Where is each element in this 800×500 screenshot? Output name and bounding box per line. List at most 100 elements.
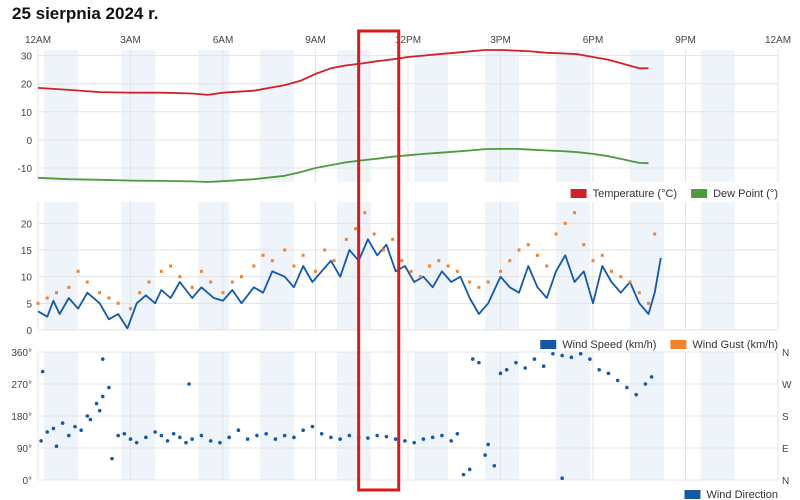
night-band [337,202,371,330]
y-tick-label: -10 [18,164,33,175]
wind-direction-point [319,431,324,436]
night-band [485,202,519,330]
wind-gust-point [477,285,481,289]
wind-gust-point [129,307,132,311]
wind-gust-point [637,291,641,295]
wind-direction-point [227,435,231,440]
wind-direction-point [40,369,45,374]
wind-direction-point [67,433,71,438]
wind-direction-point [236,428,241,433]
wind-gust-point [199,269,203,273]
y-tick-label: 10 [21,273,33,284]
wind-direction-point [51,426,56,431]
wind-gust-point [628,280,632,284]
right-tick-label: W [782,380,792,391]
wind-gust-point [45,296,49,300]
wind-direction-point [643,382,648,386]
wind-gust-point [610,269,613,273]
wind-gust-point [591,259,595,263]
time-tick-label: 6PM [583,35,604,46]
wind-gust-point [486,280,490,284]
wind-direction-point [597,367,601,372]
wind-direction-point [329,435,333,440]
wind-direction-point [153,430,157,434]
highlight-box [357,29,401,492]
wind-direction-point [578,351,583,356]
wind-direction-point [301,428,305,433]
y-tick-label: 0° [22,476,32,487]
night-band [121,202,156,330]
wind-direction-point [477,360,481,365]
wind-gust-point [230,280,234,284]
night-band [700,50,735,182]
y-tick-label: 90° [17,444,32,455]
time-tick-label: 12AM [25,35,51,46]
wind-direction-point [393,437,398,441]
wind-gust-point [409,269,413,273]
wind-gust-point [283,248,287,252]
wind-direction-point [551,351,555,356]
wind-gust-point [169,264,173,268]
wind-direction-point [273,437,278,441]
wind-direction-point [455,431,460,436]
wind-direction-point [97,408,102,413]
wind-direction-point [347,433,352,438]
y-tick-label: 20 [21,219,33,230]
time-tick-label: 9AM [305,35,326,46]
wind-direction-point [470,357,475,361]
wind-gust-point [107,296,111,300]
wind-direction-point [366,436,370,440]
wind-gust-point [437,259,441,263]
wind-gust-point [147,280,151,284]
wind-gust-point [344,237,348,241]
wind-gust-point [536,253,539,257]
wind-direction-point [116,433,120,438]
wind-gust-point [545,264,549,268]
wind-direction-point [190,437,194,441]
night-band [556,50,590,182]
time-tick-label: 12AM [765,35,791,46]
wind-gust-point [554,232,558,236]
wind-gust-point [76,269,80,273]
wind-gust-point [526,243,530,247]
wind-direction-point [100,394,105,399]
wind-gust-point [400,259,404,263]
wind-direction-point [560,476,564,481]
wind-gust-point [138,291,142,295]
wind-direction-point [310,424,315,429]
wind-direction-point [88,417,93,422]
wind-direction-point [54,444,59,449]
wind-direction-point [100,357,105,361]
wind-gust-point [221,291,225,295]
wind-gust-point [178,275,182,279]
wind-direction-point [187,382,191,386]
wind-gust-point [372,232,376,236]
right-tick-label: S [782,412,789,423]
legend-label: Wind Direction [706,489,778,500]
wind-gust-point [159,269,163,273]
wind-gust-point [323,248,327,252]
wind-direction-point [282,433,287,438]
wind-gust-point [190,285,194,289]
night-band [44,50,79,182]
wind-direction-point [79,428,83,433]
wind-direction-point [634,392,638,397]
wind-direction-point [264,431,268,436]
wind-direction-point [107,385,111,390]
wind-gust-point [116,301,120,305]
wind-direction-point [292,435,296,440]
wind-gust-point [85,280,89,284]
wind-direction-point [218,440,222,445]
wind-direction-point [255,433,259,438]
night-band [198,50,230,182]
wind-direction-point [73,424,77,429]
y-tick-label: 5 [26,299,32,310]
wind-gust-point [563,221,567,225]
wind-gust-point [468,280,472,284]
legend-swatch [570,189,587,198]
wind-direction-point [39,439,43,443]
dew-point-line [37,148,649,183]
wind-gust-point [209,280,213,284]
wind-direction-point [199,433,204,438]
